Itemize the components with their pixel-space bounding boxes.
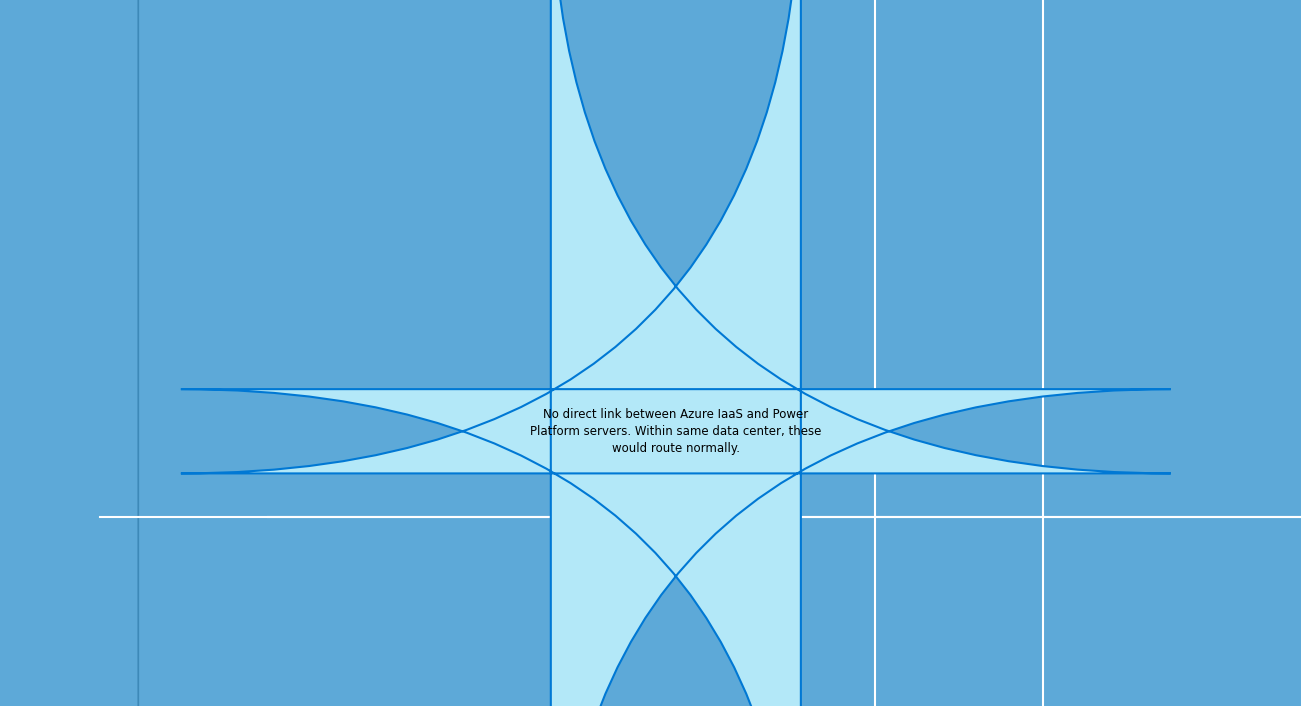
FancyBboxPatch shape	[753, 0, 1194, 430]
Bar	[584, 361, 703, 412]
FancyBboxPatch shape	[138, 0, 1301, 706]
FancyBboxPatch shape	[805, 107, 1157, 386]
FancyBboxPatch shape	[165, 238, 572, 706]
Ellipse shape	[570, 361, 598, 412]
FancyBboxPatch shape	[811, 0, 1252, 430]
FancyBboxPatch shape	[138, 0, 1301, 706]
Bar	[1115, 554, 1177, 574]
FancyBboxPatch shape	[782, 0, 1223, 430]
FancyBboxPatch shape	[782, 0, 1223, 371]
Text: No direct link between Azure IaaS and Power
Platform servers. Within same data c: No direct link between Azure IaaS and Po…	[530, 408, 821, 455]
FancyBboxPatch shape	[185, 292, 381, 514]
Text: Partner
edge: Partner edge	[479, 370, 544, 402]
Text: ExpressRoute: ExpressRoute	[589, 379, 697, 393]
FancyBboxPatch shape	[805, 395, 1157, 606]
Ellipse shape	[688, 361, 717, 412]
FancyBboxPatch shape	[838, 0, 1279, 371]
FancyBboxPatch shape	[753, 0, 1194, 371]
FancyBboxPatch shape	[703, 305, 798, 468]
FancyBboxPatch shape	[138, 0, 1301, 706]
FancyBboxPatch shape	[811, 60, 1252, 492]
FancyBboxPatch shape	[811, 0, 1252, 371]
FancyBboxPatch shape	[181, 0, 1171, 706]
Bar	[1115, 502, 1177, 522]
FancyBboxPatch shape	[782, 60, 1223, 492]
FancyBboxPatch shape	[838, 60, 1279, 492]
Bar	[1115, 589, 1177, 609]
FancyBboxPatch shape	[838, 0, 1279, 430]
Text: Microsoft
edge: Microsoft edge	[709, 370, 790, 402]
FancyBboxPatch shape	[185, 104, 381, 327]
FancyBboxPatch shape	[442, 305, 579, 468]
FancyBboxPatch shape	[544, 0, 1301, 706]
FancyBboxPatch shape	[753, 60, 1194, 492]
